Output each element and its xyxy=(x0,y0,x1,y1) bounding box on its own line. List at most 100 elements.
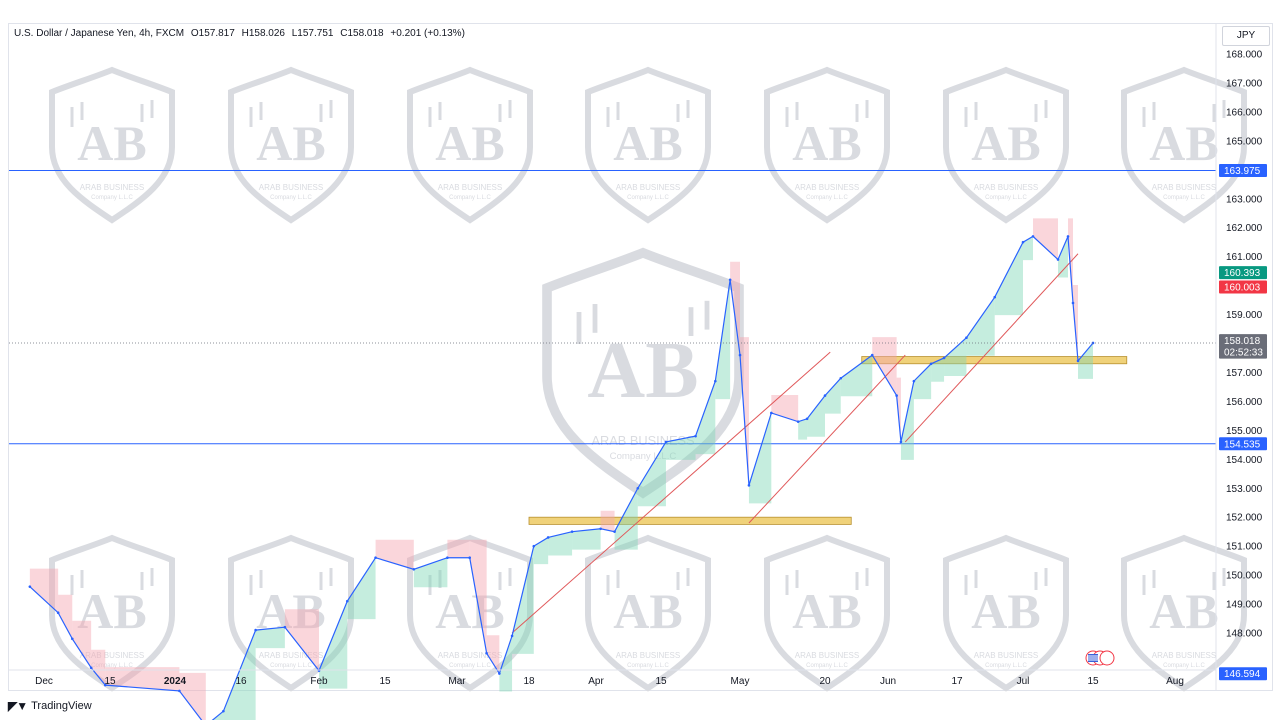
price-point xyxy=(912,379,916,383)
svg-text:ARAB BUSINESS: ARAB BUSINESS xyxy=(795,651,859,660)
trend-fill-segment xyxy=(798,418,808,440)
watermark-logo: ARAB BUSINESS Company L.L.C xyxy=(946,70,1066,220)
svg-text:Company L.L.C: Company L.L.C xyxy=(449,663,491,669)
price-point xyxy=(747,484,751,487)
svg-text:Company L.L.C: Company L.L.C xyxy=(1163,195,1205,201)
symbol-title[interactable]: U.S. Dollar / Japanese Yen, 4h, FXCM xyxy=(14,28,185,39)
price-point xyxy=(222,709,225,713)
time-axis[interactable]: Dec 15 2024 16 Feb 15 Mar 18 Apr 15 May 20 Jun 17 Jul 1… xyxy=(35,676,1184,687)
support-zone-rect[interactable] xyxy=(861,356,1128,365)
y-tick-label: 156.000 xyxy=(1226,397,1263,408)
svg-text:Company L.L.C: Company L.L.C xyxy=(627,663,669,669)
chart-frame[interactable] xyxy=(8,23,1273,691)
y-tick-label: 152.000 xyxy=(1226,513,1263,524)
price-point xyxy=(823,394,827,397)
support-zone-rect[interactable] xyxy=(528,516,852,525)
ohlc-change: +0.201 (+0.13%) xyxy=(390,28,465,39)
price-point xyxy=(942,356,946,360)
trend-fill-segment xyxy=(319,601,348,689)
trend-fill-segment xyxy=(486,635,500,674)
currency-selector[interactable]: JPY xyxy=(1222,26,1270,46)
trend-fill-segment xyxy=(944,337,967,376)
trend-fill-segment xyxy=(72,620,92,668)
trend-fill-segment xyxy=(29,568,59,613)
tradingview-logo[interactable]: ◤▼ TradingView xyxy=(8,699,92,713)
x-tick-label: May xyxy=(731,676,750,687)
trend-fill-segment xyxy=(1078,342,1093,379)
trend-fill-segment xyxy=(825,378,841,414)
trend-fill-segment xyxy=(105,667,180,691)
trend-fill-segment xyxy=(58,594,73,639)
price-point xyxy=(468,556,472,560)
symbol-header: U.S. Dollar / Japanese Yen, 4h, FXCM O15… xyxy=(14,28,469,39)
trend-fill-segment xyxy=(255,627,285,649)
price-tag-last-label: 158.018 xyxy=(1224,336,1261,347)
trend-fill-segment xyxy=(994,242,1023,316)
x-tick-label: Mar xyxy=(448,676,466,687)
support-zones xyxy=(528,356,1128,525)
price-tag-support xyxy=(1219,437,1267,451)
trend-fill-segment xyxy=(1033,218,1058,260)
price-point xyxy=(345,599,349,603)
svg-text:Company L.L.C: Company L.L.C xyxy=(1163,663,1205,669)
ohlc-open: O157.817 xyxy=(190,28,235,39)
trend-fill-segment xyxy=(413,557,448,588)
trendline[interactable] xyxy=(748,354,906,524)
events-icon[interactable] xyxy=(1085,650,1115,666)
x-tick-label: Feb xyxy=(310,676,328,687)
price-point xyxy=(1031,235,1035,238)
svg-text:ARAB BUSINESS: ARAB BUSINESS xyxy=(974,651,1038,660)
trend-fill-segment xyxy=(499,635,513,692)
y-tick-label: 153.000 xyxy=(1226,484,1263,495)
watermark-logo: ARAB BUSINESS Company L.L.C xyxy=(767,70,887,220)
svg-text:ARAB BUSINESS: ARAB BUSINESS xyxy=(259,183,323,192)
x-tick-label: Jul xyxy=(1017,676,1030,687)
trend-fill-segment xyxy=(614,488,638,550)
trend-fill-segment xyxy=(347,557,376,620)
x-tick-label: 15 xyxy=(1087,676,1099,687)
svg-text:ARAB BUSINESS: ARAB BUSINESS xyxy=(974,183,1038,192)
y-tick-label: 166.000 xyxy=(1226,107,1263,118)
x-tick-label: Jun xyxy=(880,676,896,687)
trend-fill-segment xyxy=(715,279,731,400)
y-tick-label: 168.000 xyxy=(1226,50,1263,61)
trend-fill-segment xyxy=(872,337,897,396)
price-tag-countdown-label: 02:52:33 xyxy=(1224,348,1263,359)
tradingview-icon: ◤▼ xyxy=(8,699,28,713)
trend-fill-segment xyxy=(469,539,487,654)
watermark-logo: ARAB BUSINESS Company L.L.C xyxy=(1124,538,1244,688)
price-tag-bid-label: 160.393 xyxy=(1224,268,1261,279)
price-point xyxy=(895,394,898,397)
watermark-logo: ARAB BUSINESS Company L.L.C xyxy=(52,538,172,688)
trendline[interactable] xyxy=(904,253,1079,443)
price-tag-bid xyxy=(1219,266,1267,280)
y-tick-label: 163.000 xyxy=(1226,194,1263,205)
price-point xyxy=(446,556,449,560)
svg-text:Company L.L.C: Company L.L.C xyxy=(91,195,133,201)
trend-fill-layer xyxy=(29,218,1093,720)
price-axis[interactable]: 168.000 167.000 166.000 165.000 163.000 162.0… xyxy=(1226,50,1263,640)
x-tick-label: 16 xyxy=(235,676,247,687)
ohlc-high: H158.026 xyxy=(241,28,285,39)
price-point xyxy=(870,353,874,357)
price-point xyxy=(805,417,809,421)
svg-text:Company L.L.C: Company L.L.C xyxy=(985,663,1027,669)
ohlc-low: L157.751 xyxy=(291,28,334,39)
x-tick-label: 15 xyxy=(379,676,391,687)
svg-text:Company L.L.C: Company L.L.C xyxy=(91,663,133,669)
price-point xyxy=(56,611,60,615)
watermark-logo: ARAB BUSINESS Company L.L.C xyxy=(231,70,351,220)
price-point xyxy=(728,278,732,282)
svg-text:Company L.L.C: Company L.L.C xyxy=(806,195,848,201)
watermark-logo: ARAB BUSINESS Company L.L.C xyxy=(1124,70,1244,220)
trend-fill-segment xyxy=(966,297,995,356)
horizontal-lines xyxy=(9,170,1216,445)
svg-text:ARAB BUSINESS: ARAB BUSINESS xyxy=(438,651,502,660)
trendline[interactable] xyxy=(511,351,831,634)
x-tick-label: 20 xyxy=(819,676,831,687)
price-tag-support-label: 154.535 xyxy=(1224,439,1261,450)
svg-text:Company L.L.C: Company L.L.C xyxy=(270,195,312,201)
price-point xyxy=(89,666,93,670)
